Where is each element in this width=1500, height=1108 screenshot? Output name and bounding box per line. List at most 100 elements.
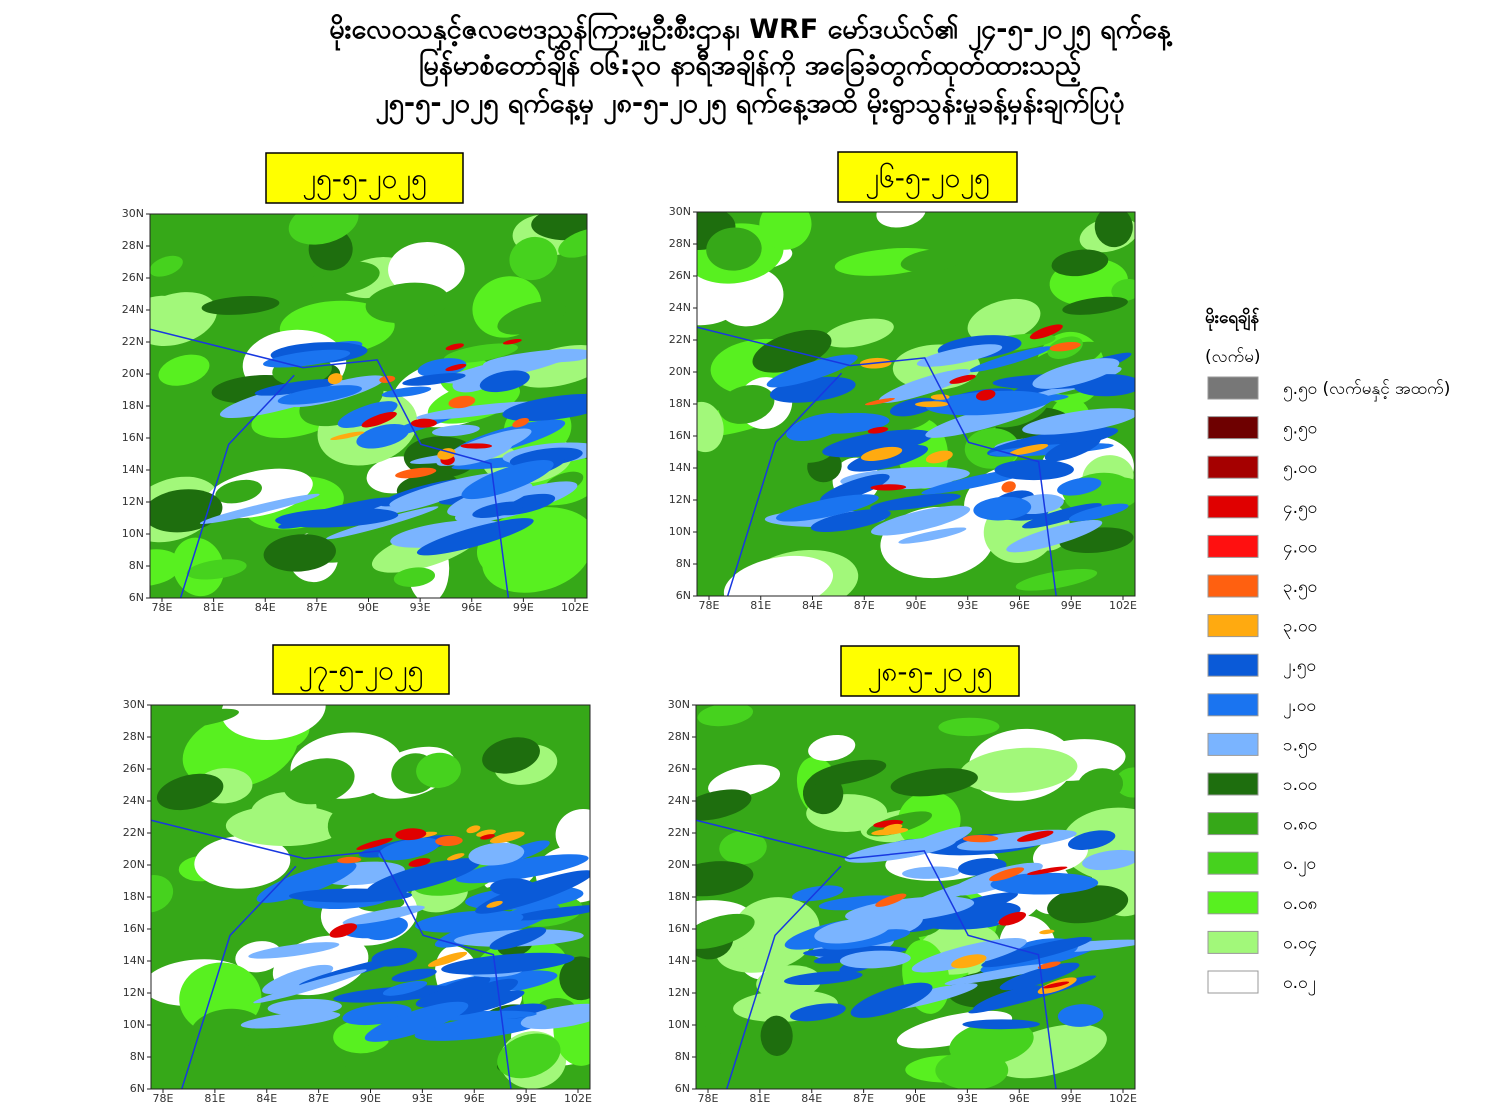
rain-area bbox=[558, 228, 587, 258]
rain-area bbox=[871, 505, 971, 536]
rain-area bbox=[267, 998, 342, 1016]
rain-area bbox=[925, 450, 953, 464]
y-tick-label: 18N bbox=[668, 890, 690, 903]
rain-area bbox=[766, 354, 858, 388]
x-tick-label: 78E bbox=[699, 599, 720, 612]
rain-area bbox=[225, 805, 344, 847]
x-tick-label: 81E bbox=[750, 599, 771, 612]
rain-area bbox=[1111, 278, 1135, 301]
legend-swatch bbox=[1207, 851, 1259, 875]
rain-area bbox=[870, 493, 961, 511]
y-tick-label: 24N bbox=[668, 794, 690, 807]
rain-area bbox=[696, 1021, 753, 1056]
rain-area bbox=[475, 870, 590, 914]
title-line: မိုးလေဝသနှင့်ဇလဗေဒညွှန်ကြားမှုဦးစီးဌာန၊ … bbox=[329, 12, 1172, 51]
rain-area bbox=[520, 1003, 590, 1030]
rain-area bbox=[468, 842, 525, 866]
rain-area bbox=[364, 1001, 469, 1042]
rain-area bbox=[822, 429, 933, 458]
y-tick-label: 8N bbox=[129, 559, 144, 572]
rain-area bbox=[445, 363, 467, 372]
rain-area bbox=[450, 990, 525, 1016]
x-tick-label: 102E bbox=[561, 601, 589, 614]
y-tick-label: 24N bbox=[669, 301, 691, 314]
y-tick-label: 22N bbox=[123, 826, 145, 839]
rain-area bbox=[337, 401, 398, 428]
x-tick-label: 87E bbox=[854, 599, 875, 612]
rain-area bbox=[915, 401, 949, 408]
x-tick-label: 93E bbox=[410, 601, 431, 614]
rain-area bbox=[288, 888, 413, 903]
rain-area bbox=[356, 838, 393, 850]
rain-area bbox=[814, 917, 891, 944]
coastline bbox=[696, 819, 1057, 1089]
rain-area bbox=[509, 236, 558, 281]
rain-area bbox=[452, 363, 507, 393]
rain-area bbox=[1029, 324, 1063, 340]
rain-area bbox=[156, 773, 224, 811]
x-tick-label: 84E bbox=[801, 1092, 822, 1105]
legend-label: ၃.၅၀ bbox=[1283, 577, 1317, 600]
rain-area bbox=[723, 555, 833, 596]
y-tick-label: 14N bbox=[123, 954, 145, 967]
legend-label: ၀.၀၄ bbox=[1283, 933, 1317, 956]
rain-area bbox=[150, 295, 178, 323]
y-tick-label: 10N bbox=[669, 525, 691, 538]
rain-area bbox=[820, 473, 890, 503]
x-tick-label: 81E bbox=[749, 1092, 770, 1105]
rain-area bbox=[990, 872, 1099, 895]
rain-area bbox=[431, 424, 480, 437]
y-tick-label: 14N bbox=[122, 463, 144, 476]
rain-area bbox=[1039, 929, 1055, 935]
y-tick-label: 10N bbox=[668, 1018, 690, 1031]
legend-label: ၄.၅၀ bbox=[1283, 498, 1317, 521]
y-tick-label: 6N bbox=[676, 589, 691, 602]
x-tick-label: 93E bbox=[957, 599, 978, 612]
rain-area bbox=[378, 837, 440, 861]
rain-area bbox=[1051, 249, 1109, 277]
legend-label: ၃.၀၀ bbox=[1283, 617, 1317, 640]
rain-area bbox=[327, 806, 367, 847]
legend-label: ၅.၅၀ bbox=[1283, 419, 1317, 442]
y-tick-label: 8N bbox=[676, 557, 691, 570]
date-box bbox=[840, 645, 1020, 697]
rain-area bbox=[871, 827, 909, 836]
rain-area bbox=[427, 951, 468, 967]
y-tick-label: 12N bbox=[669, 493, 691, 506]
rain-area bbox=[1015, 568, 1098, 591]
rain-area bbox=[466, 825, 481, 834]
coastline bbox=[179, 374, 295, 598]
rain-area bbox=[784, 971, 863, 986]
rain-area bbox=[460, 443, 493, 449]
map-panel: 78E 81E 84E 87E 90E 93E 96E 99E 102E 6N 8N 10N 12N 14… bbox=[669, 151, 1137, 612]
rain-area bbox=[916, 344, 1003, 367]
coastline bbox=[150, 328, 510, 598]
rain-area bbox=[760, 1015, 793, 1056]
rain-area bbox=[415, 983, 494, 1008]
rain-area bbox=[962, 1019, 1040, 1030]
y-tick-label: 6N bbox=[130, 1082, 145, 1095]
x-tick-label: 99E bbox=[1061, 1092, 1082, 1105]
x-tick-label: 96E bbox=[1009, 599, 1030, 612]
rain-area bbox=[262, 964, 334, 994]
legend-swatch bbox=[1207, 693, 1259, 717]
date-box bbox=[265, 152, 464, 204]
rain-area bbox=[275, 507, 399, 528]
x-tick-label: 96E bbox=[461, 601, 482, 614]
rain-area bbox=[221, 705, 326, 740]
rain-area bbox=[1001, 481, 1016, 493]
rain-area bbox=[395, 828, 427, 841]
rain-area bbox=[759, 212, 812, 250]
rain-area bbox=[461, 460, 554, 500]
y-tick-label: 20N bbox=[123, 858, 145, 871]
rain-area bbox=[925, 390, 1052, 416]
x-tick-label: 96E bbox=[464, 1092, 485, 1105]
rain-area bbox=[510, 905, 590, 921]
rain-area bbox=[697, 705, 754, 727]
rain-area bbox=[789, 1003, 846, 1022]
legend-swatch bbox=[1207, 653, 1259, 677]
rain-area bbox=[472, 501, 524, 518]
map-panel: 78E 81E 84E 87E 90E 93E 96E 99E 102E 6N 8N 10N 12N 14… bbox=[668, 645, 1137, 1105]
rain-area bbox=[531, 214, 587, 241]
rain-area bbox=[1022, 341, 1103, 380]
